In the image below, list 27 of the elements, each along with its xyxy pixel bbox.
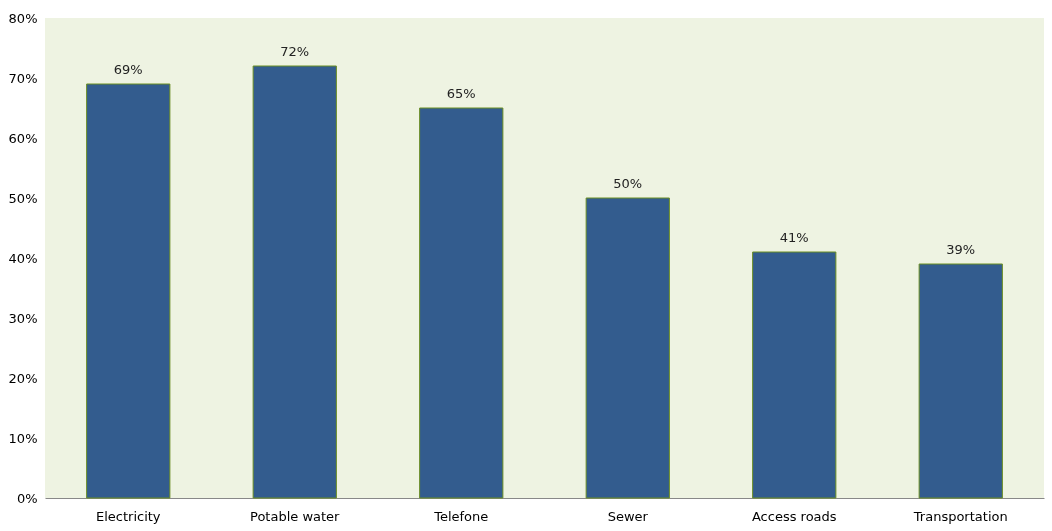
y-tick-label: 20% — [8, 370, 38, 386]
bar — [752, 251, 837, 499]
y-tick-label: 60% — [8, 130, 38, 146]
data-label: 41% — [779, 230, 809, 245]
y-tick-label: 40% — [8, 250, 38, 266]
data-label: 72% — [280, 44, 310, 59]
data-label: 39% — [946, 242, 976, 257]
x-tick-label: Electricity — [95, 508, 161, 524]
x-tick-label: Telefone — [433, 508, 489, 524]
y-tick-label: 30% — [8, 310, 38, 326]
y-tick-label: 80% — [8, 10, 38, 26]
bar — [86, 83, 171, 499]
y-tick-label: 50% — [8, 190, 38, 206]
bar — [585, 197, 670, 499]
x-tick-label: Transportation — [912, 508, 1008, 524]
x-tick-label: Potable water — [250, 508, 341, 524]
bar — [918, 263, 1003, 499]
data-label: 69% — [113, 62, 143, 77]
y-tick-label: 70% — [8, 70, 38, 86]
y-tick-label: 10% — [8, 430, 38, 446]
y-tick-label: 0% — [16, 490, 38, 506]
x-tick-label: Sewer — [607, 508, 649, 524]
data-label: 65% — [446, 86, 476, 101]
bar — [252, 65, 337, 499]
data-label: 50% — [613, 176, 643, 191]
x-tick-label: Access roads — [751, 508, 837, 524]
bar — [419, 107, 504, 499]
